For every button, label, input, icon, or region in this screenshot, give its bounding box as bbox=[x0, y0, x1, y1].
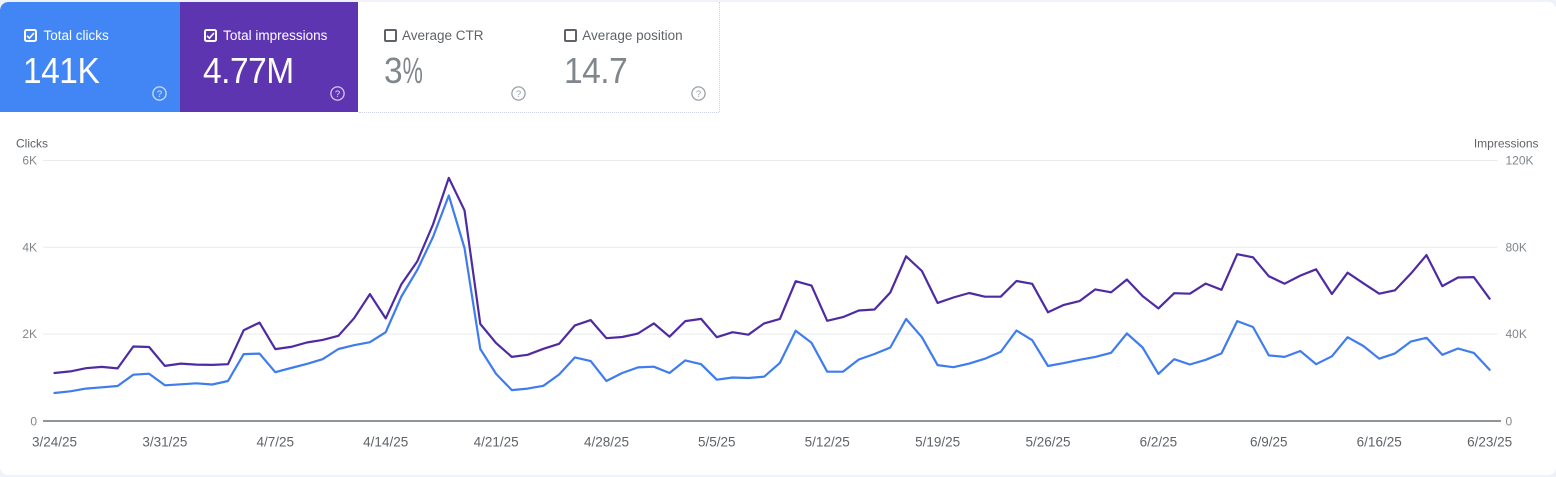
svg-text:4/7/25: 4/7/25 bbox=[257, 434, 295, 449]
svg-text:?: ? bbox=[516, 89, 521, 100]
svg-text:4K: 4K bbox=[22, 240, 37, 254]
svg-text:6K: 6K bbox=[22, 154, 37, 168]
svg-text:4/21/25: 4/21/25 bbox=[474, 434, 519, 449]
svg-text:5/19/25: 5/19/25 bbox=[915, 434, 960, 449]
svg-text:?: ? bbox=[156, 89, 161, 100]
svg-text:?: ? bbox=[696, 89, 701, 100]
svg-text:5/5/25: 5/5/25 bbox=[698, 434, 736, 449]
svg-text:0: 0 bbox=[1506, 414, 1513, 428]
svg-text:0: 0 bbox=[30, 414, 37, 428]
svg-text:3/24/25: 3/24/25 bbox=[32, 434, 77, 449]
svg-text:3/31/25: 3/31/25 bbox=[142, 434, 187, 449]
svg-text:Impressions: Impressions bbox=[1474, 137, 1539, 151]
svg-text:6/9/25: 6/9/25 bbox=[1250, 434, 1288, 449]
svg-text:?: ? bbox=[335, 89, 340, 100]
svg-text:4/14/25: 4/14/25 bbox=[363, 434, 408, 449]
svg-text:Clicks: Clicks bbox=[16, 137, 48, 151]
svg-text:120K: 120K bbox=[1506, 154, 1534, 168]
svg-text:2K: 2K bbox=[22, 327, 37, 341]
svg-text:40K: 40K bbox=[1506, 327, 1527, 341]
svg-text:80K: 80K bbox=[1506, 240, 1527, 254]
svg-text:6/23/25: 6/23/25 bbox=[1467, 434, 1512, 449]
svg-text:4/28/25: 4/28/25 bbox=[584, 434, 629, 449]
svg-text:6/2/25: 6/2/25 bbox=[1140, 434, 1178, 449]
svg-text:6/16/25: 6/16/25 bbox=[1357, 434, 1402, 449]
svg-text:5/12/25: 5/12/25 bbox=[805, 434, 850, 449]
svg-text:5/26/25: 5/26/25 bbox=[1025, 434, 1070, 449]
